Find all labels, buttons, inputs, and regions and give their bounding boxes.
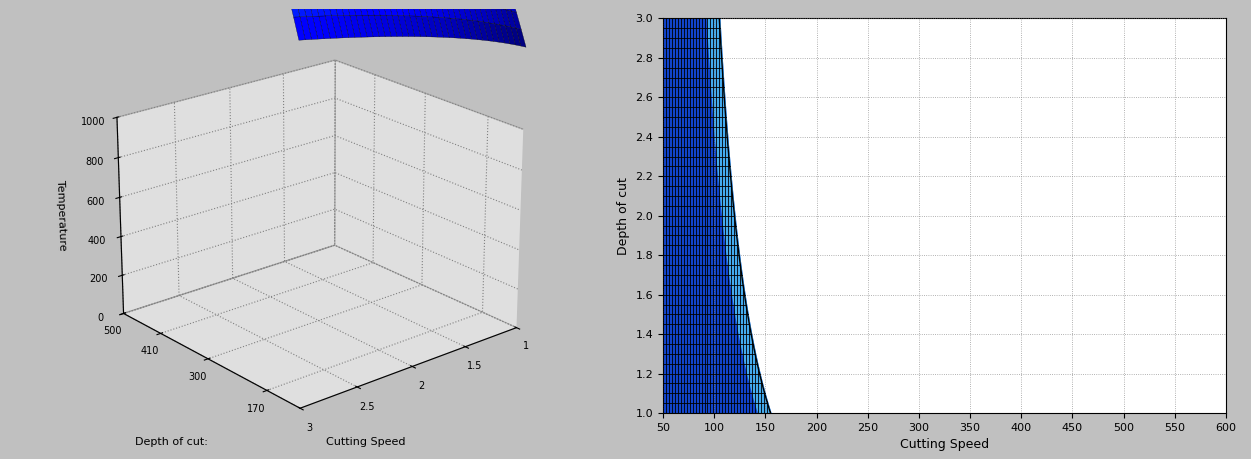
Y-axis label: Depth of cut: Depth of cut — [617, 177, 629, 255]
Text: Depth of cut:: Depth of cut: — [135, 437, 208, 448]
Text: Cutting Speed: Cutting Speed — [325, 437, 405, 448]
X-axis label: Cutting Speed: Cutting Speed — [899, 438, 990, 451]
